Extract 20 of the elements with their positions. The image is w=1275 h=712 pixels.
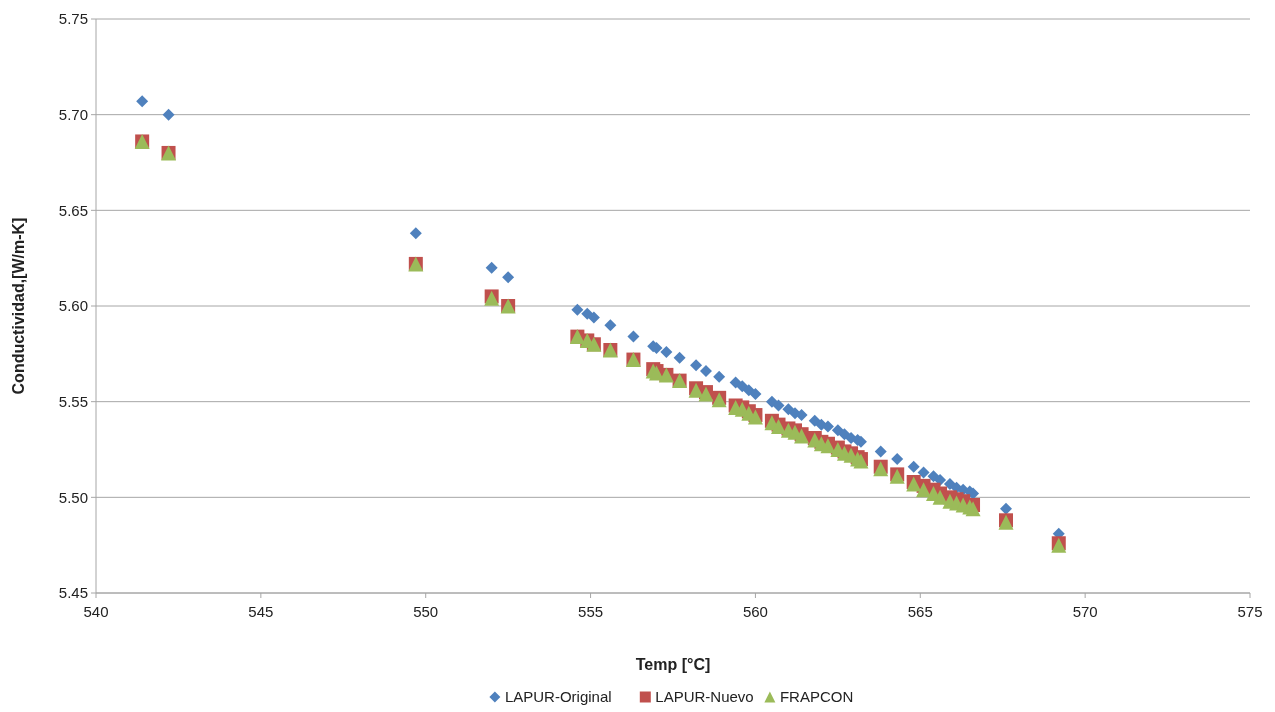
y-tick-label: 5.60 (58, 297, 88, 315)
y-tick-label: 5.45 (58, 584, 88, 602)
legend-label: FRAPCON (779, 688, 854, 705)
x-tick-label: 540 (83, 603, 109, 620)
x-axis-title: Temp [°C] (635, 656, 711, 673)
x-tick-label: 565 (907, 603, 933, 620)
y-axis-title: Conductividad,[W/m-K] (10, 217, 27, 395)
x-tick-label: 560 (742, 603, 768, 620)
x-tick-label: 570 (1072, 603, 1098, 620)
y-tick-label: 5.50 (58, 488, 88, 506)
x-tick-label: 555 (578, 603, 604, 620)
y-tick-label: 5.65 (58, 201, 88, 219)
y-tick-label: 5.75 (58, 10, 88, 28)
legend-label: LAPUR-Nuevo (655, 688, 754, 705)
x-tick-label: 545 (248, 603, 274, 620)
x-tick-label: 550 (413, 603, 439, 620)
x-tick-label: 575 (1237, 603, 1263, 620)
y-tick-label: 5.70 (58, 105, 88, 123)
legend-label: LAPUR-Original (504, 688, 612, 705)
y-tick-label: 5.55 (58, 392, 88, 410)
